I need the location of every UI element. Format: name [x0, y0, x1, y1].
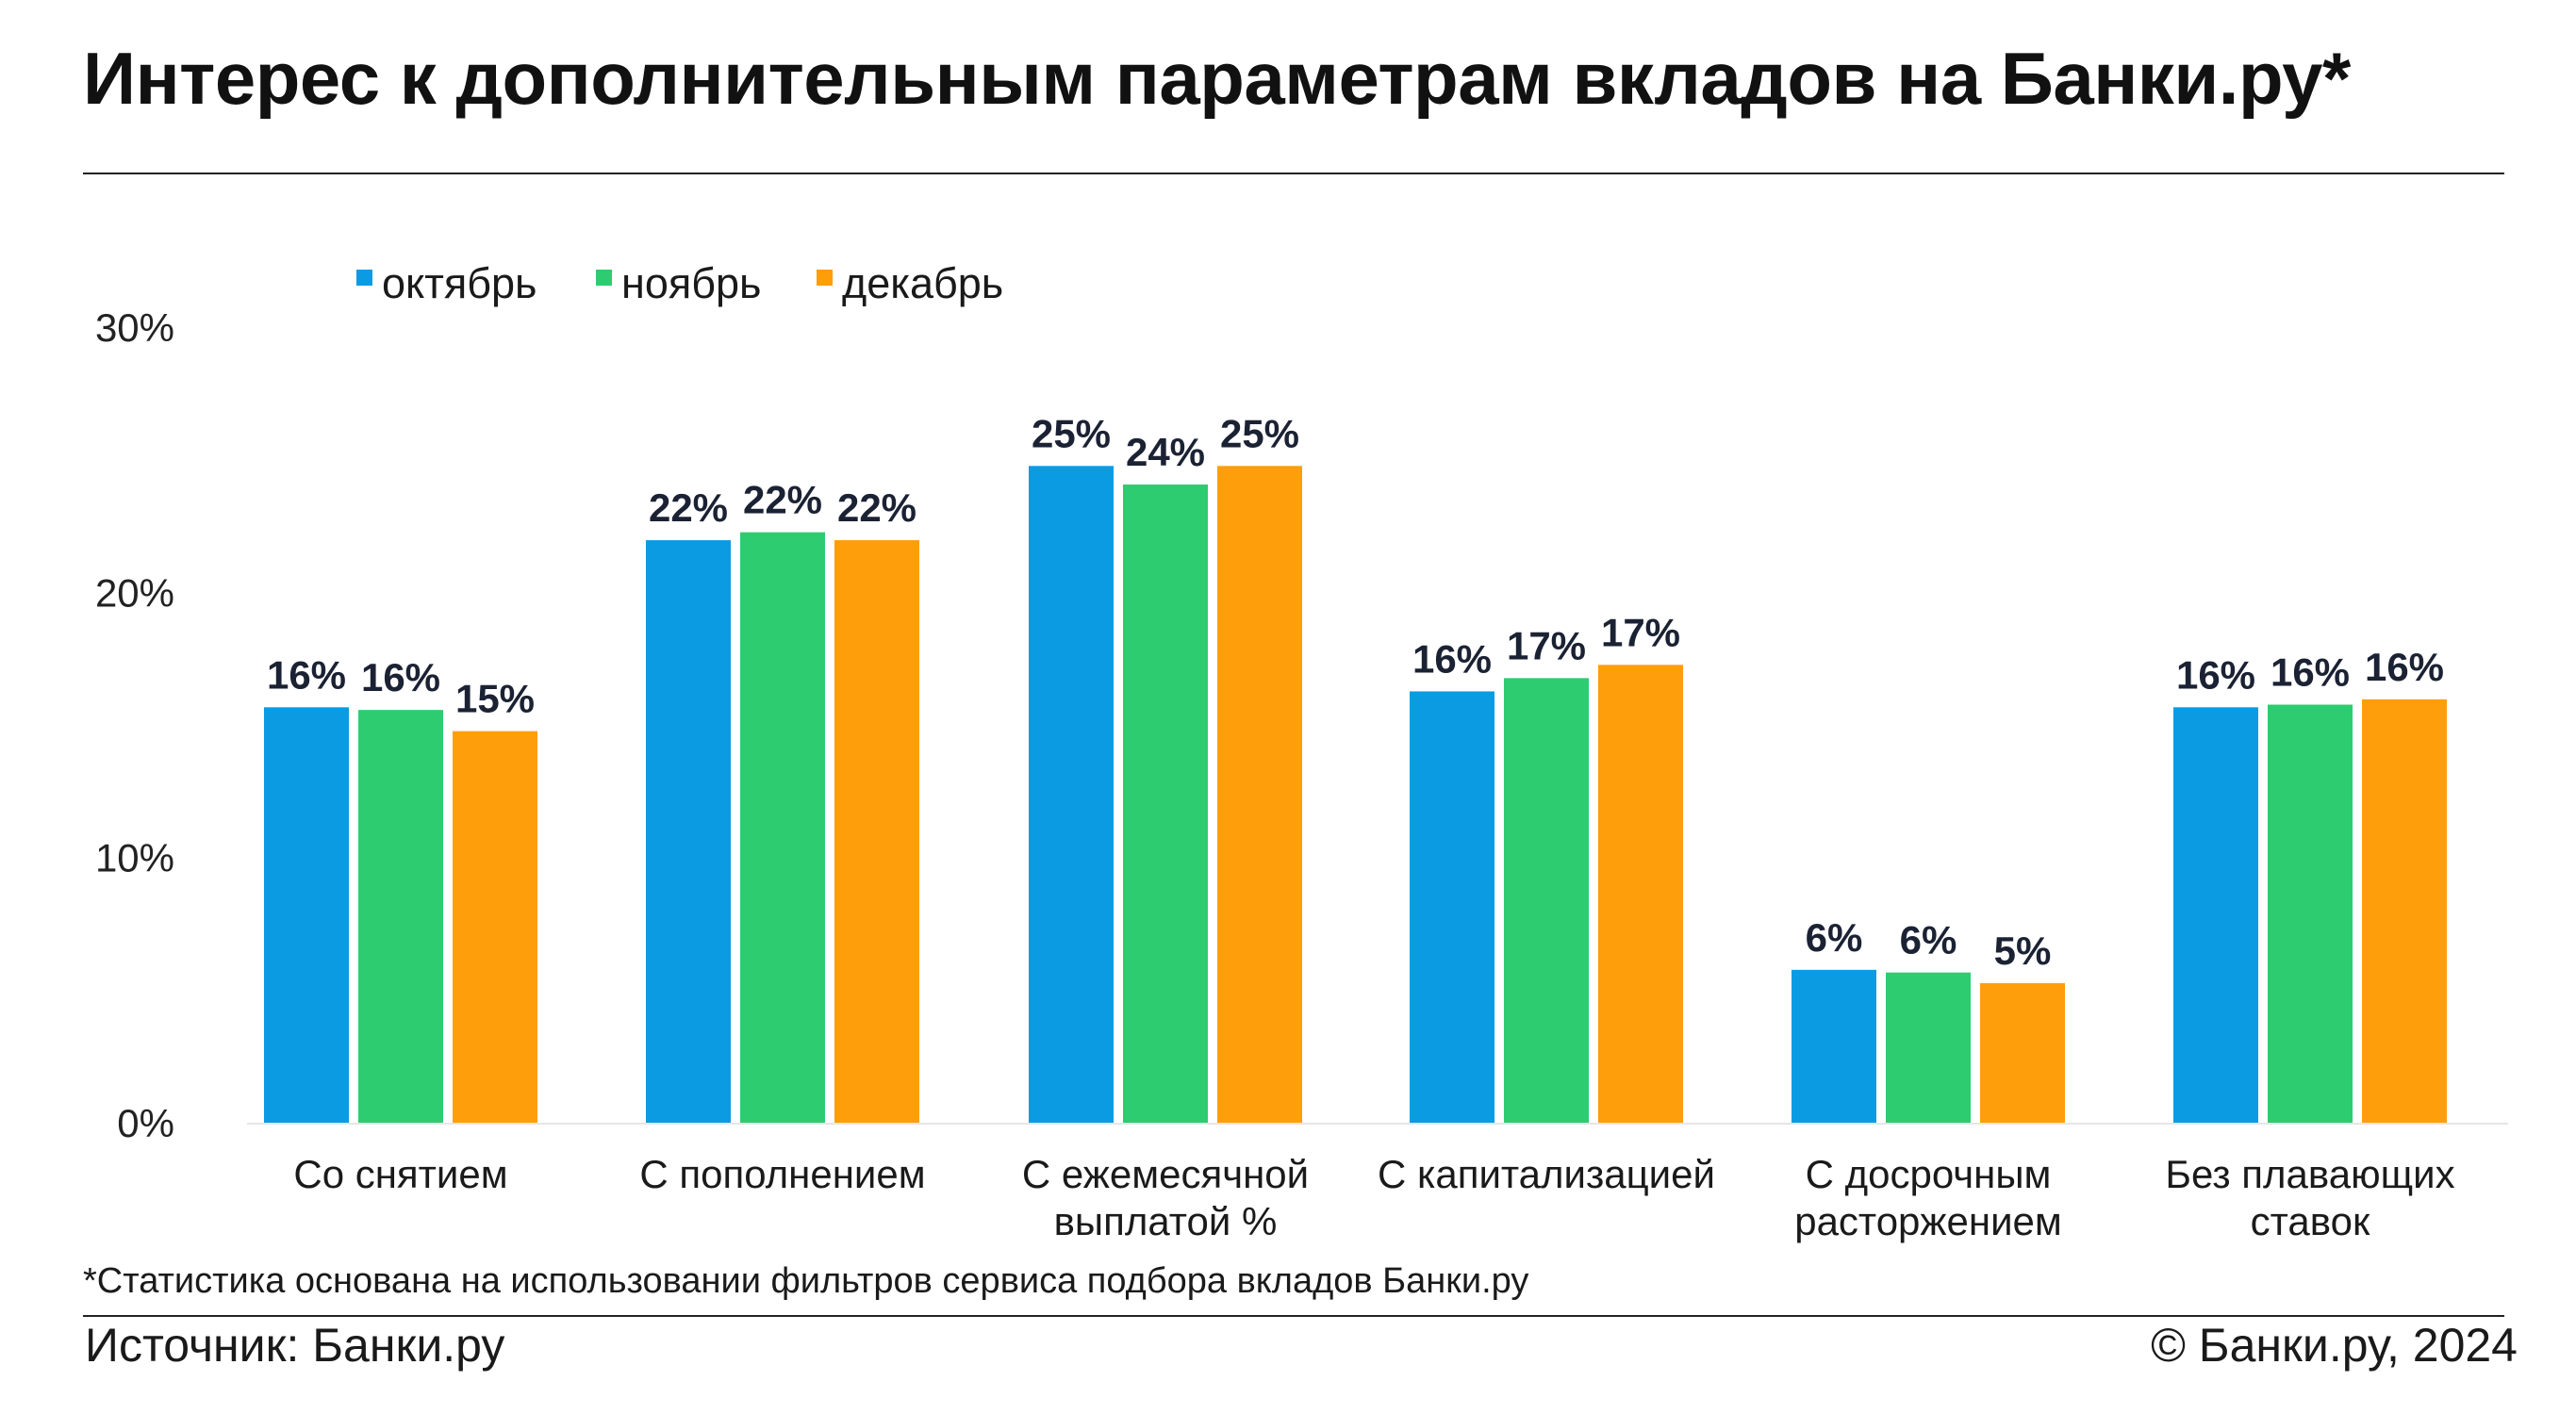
bar — [1792, 969, 1876, 1124]
data-label: 16% — [361, 655, 440, 699]
bar — [1598, 665, 1683, 1124]
legend-label: октябрь — [382, 259, 537, 307]
bar — [2362, 699, 2447, 1124]
data-label: 24% — [1126, 430, 1205, 474]
bar — [1029, 466, 1114, 1124]
data-label: 25% — [1032, 411, 1111, 455]
data-label: 22% — [837, 485, 916, 530]
data-label: 22% — [649, 485, 728, 530]
chart-legend: октябрь ноябрь декабрь — [356, 259, 1003, 307]
y-tick-label: 0% — [117, 1101, 174, 1145]
source-note: Источник: Банки.ру — [85, 1319, 505, 1372]
x-tick-label: С капитализацией — [1378, 1152, 1715, 1196]
bar — [358, 710, 443, 1124]
bar-chart: октябрь ноябрь декабрь 0% 10% 20% 30% 16% 22% 2… — [95, 259, 2508, 1243]
bar — [2173, 707, 2258, 1124]
data-label: 16% — [1412, 636, 1492, 681]
bar — [2268, 704, 2353, 1124]
data-label: 16% — [2365, 645, 2444, 689]
data-label: 16% — [2271, 649, 2350, 694]
footer-divider — [83, 1315, 2504, 1317]
x-tick-label: расторжением — [1794, 1199, 2062, 1243]
bar — [453, 731, 537, 1124]
bar — [1217, 466, 1302, 1124]
y-tick-label: 10% — [95, 836, 174, 880]
bar — [1886, 972, 1971, 1124]
x-tick-label: Со снятием — [293, 1152, 507, 1196]
data-label: 16% — [267, 652, 346, 697]
value-labels: 16% 22% 25% 16% 6% 16% 16% 22% 24% 17% 6% 16% 15% 22%… — [267, 411, 2444, 973]
bar — [264, 707, 349, 1124]
data-label: 15% — [455, 677, 535, 721]
data-label: 16% — [2176, 652, 2255, 697]
legend-label: декабрь — [842, 259, 1003, 307]
legend-swatch — [596, 270, 612, 286]
data-label: 22% — [743, 478, 822, 522]
legend-swatch — [356, 270, 372, 286]
footnote: *Статистика основана на использовании фи… — [83, 1261, 1529, 1301]
x-tick-label: выплатой % — [1054, 1199, 1278, 1243]
data-label: 5% — [1994, 929, 2052, 973]
bar — [1123, 484, 1208, 1124]
bar — [834, 540, 919, 1124]
y-tick-label: 30% — [95, 305, 174, 350]
x-tick-label: Без плавающих — [2165, 1152, 2454, 1196]
x-tick-label: С пополнением — [639, 1152, 925, 1196]
data-label: 6% — [1900, 918, 1957, 962]
bar — [740, 532, 825, 1124]
y-tick-label: 20% — [95, 570, 174, 615]
bar — [1410, 691, 1494, 1124]
bar — [1980, 982, 2065, 1124]
chart-bars — [264, 466, 2447, 1124]
x-tick-label: ставок — [2251, 1199, 2370, 1243]
y-axis: 0% 10% 20% 30% — [95, 305, 174, 1145]
bar — [1504, 678, 1589, 1124]
data-label: 25% — [1220, 411, 1299, 455]
legend-label: ноябрь — [621, 259, 762, 307]
bar — [646, 540, 731, 1124]
x-tick-label: С ежемесячной — [1022, 1152, 1309, 1196]
data-label: 6% — [1806, 915, 1863, 960]
data-label: 17% — [1507, 623, 1586, 667]
legend-swatch — [817, 270, 833, 286]
title-divider — [83, 173, 2504, 174]
data-label: 17% — [1601, 610, 1680, 654]
page-title: Интерес к дополнительным параметрам вкла… — [83, 37, 2351, 120]
x-axis: Со снятием С пополнением С ежемесячнойвыпл… — [247, 1123, 2508, 1243]
x-tick-label: С досрочным — [1806, 1152, 2052, 1196]
copyright-note: © Банки.ру, 2024 — [2151, 1319, 2518, 1372]
